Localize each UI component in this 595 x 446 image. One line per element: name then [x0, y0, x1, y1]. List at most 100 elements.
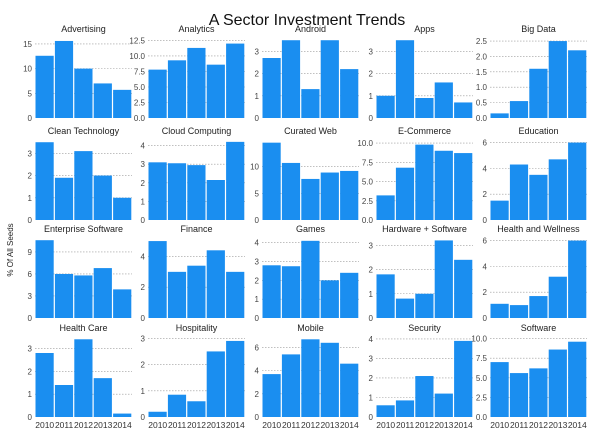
y-tick-label: 2 [141, 283, 146, 292]
x-tick-label: 2010 [262, 420, 281, 430]
panel-title: Android [295, 24, 326, 34]
bar [529, 174, 548, 220]
bar [490, 362, 509, 417]
bar [529, 368, 548, 417]
panel: Android 0 1 2 3 [255, 24, 359, 123]
y-tick-label: 0.0 [476, 114, 488, 123]
y-tick-label: 10 [250, 163, 259, 172]
y-tick-label: 2.0 [476, 52, 488, 61]
y-tick-label: 3 [141, 334, 146, 343]
bar [226, 43, 245, 119]
panel-title: Security [408, 323, 441, 333]
y-tick-label: 5.0 [362, 178, 374, 187]
panel-title: Advertising [61, 24, 106, 34]
bar [281, 40, 301, 118]
y-tick-label: 1 [141, 197, 146, 206]
y-tick-label: 6 [28, 270, 33, 279]
x-tick-label: 2013 [434, 420, 453, 430]
y-tick-label: 0 [141, 413, 146, 422]
panel-title: Health Care [59, 323, 107, 333]
panel-title: Apps [414, 24, 435, 34]
y-tick-label: 2 [255, 70, 260, 79]
bar [434, 82, 453, 118]
bar [340, 363, 359, 417]
bar [415, 293, 434, 318]
bar [187, 47, 206, 118]
y-tick-label: 0 [369, 314, 374, 323]
panel: Mobile 0 2 4 6 2010 2011 2012 2013 2014 [255, 323, 359, 430]
bar [226, 141, 245, 220]
y-tick-label: 5.0 [134, 83, 146, 92]
bar [262, 374, 281, 417]
bar [281, 354, 301, 417]
bar [54, 273, 74, 318]
panel: Apps 0 1 2 3 [369, 24, 473, 123]
panel-title: Software [521, 323, 557, 333]
panel-title: Health and Wellness [497, 224, 580, 234]
bar [529, 68, 548, 118]
bar [395, 167, 415, 220]
y-tick-label: 2 [369, 70, 374, 79]
bar [568, 240, 587, 318]
bar [187, 265, 206, 318]
bar [93, 378, 112, 417]
y-tick-label: 2 [255, 276, 260, 285]
bar [415, 144, 434, 220]
y-tick-label: 1 [28, 194, 33, 203]
bar [206, 64, 225, 118]
bar [509, 305, 529, 318]
bar [454, 153, 473, 220]
bar [301, 240, 320, 318]
panel: Health Care 0 1 2 3 2010 2011 2012 2013 2014 [28, 323, 132, 430]
x-tick-label: 2012 [529, 420, 548, 430]
y-tick-label: 2.5 [134, 98, 146, 107]
y-tick-label: 2.5 [476, 393, 488, 402]
y-tick-label: 2 [28, 367, 33, 376]
y-tick-label: 7.5 [476, 354, 488, 363]
y-tick-label: 4 [255, 239, 260, 248]
bar [340, 272, 359, 318]
x-tick-label: 2014 [113, 420, 132, 430]
y-tick-label: 0 [141, 216, 146, 225]
panel-title: Finance [180, 224, 212, 234]
bar [206, 250, 225, 318]
bar [376, 95, 395, 118]
x-tick-label: 2010 [35, 420, 54, 430]
bar [206, 180, 225, 220]
bar [434, 393, 453, 417]
y-tick-label: 2.5 [476, 37, 488, 46]
panel-grid: Advertising051015Analytics0.02.55.07.510… [23, 24, 587, 430]
x-tick-label: 2011 [282, 420, 301, 430]
y-tick-label: 4 [483, 262, 488, 271]
x-tick-label: 2014 [226, 420, 245, 430]
bar [490, 113, 509, 118]
y-tick-label: 0.5 [476, 99, 488, 108]
bar [301, 178, 320, 220]
panel: Finance 0 2 4 [141, 224, 245, 323]
panel: Advertising 0 5 10 15 [23, 24, 132, 123]
bar [490, 303, 509, 318]
y-tick-label: 1 [255, 295, 260, 304]
y-tick-label: 1 [28, 390, 33, 399]
bar [226, 340, 245, 417]
bar [320, 342, 339, 417]
panel-title: Curated Web [284, 126, 337, 136]
y-tick-label: 1 [255, 92, 260, 101]
y-tick-label: 0 [28, 114, 33, 123]
bar [340, 69, 359, 118]
bar [490, 200, 509, 220]
bar [226, 271, 245, 318]
bar [35, 142, 54, 220]
bar [568, 50, 587, 118]
bar [113, 413, 132, 417]
y-tick-label: 5 [28, 89, 33, 98]
bar [509, 101, 529, 118]
bar [548, 276, 567, 318]
x-tick-label: 2012 [301, 420, 320, 430]
bar [167, 394, 187, 417]
y-tick-label: 0 [28, 216, 33, 225]
panel-title: Enterprise Software [44, 224, 123, 234]
bar [529, 296, 548, 318]
y-tick-label: 10 [23, 65, 32, 74]
bar [74, 275, 93, 318]
